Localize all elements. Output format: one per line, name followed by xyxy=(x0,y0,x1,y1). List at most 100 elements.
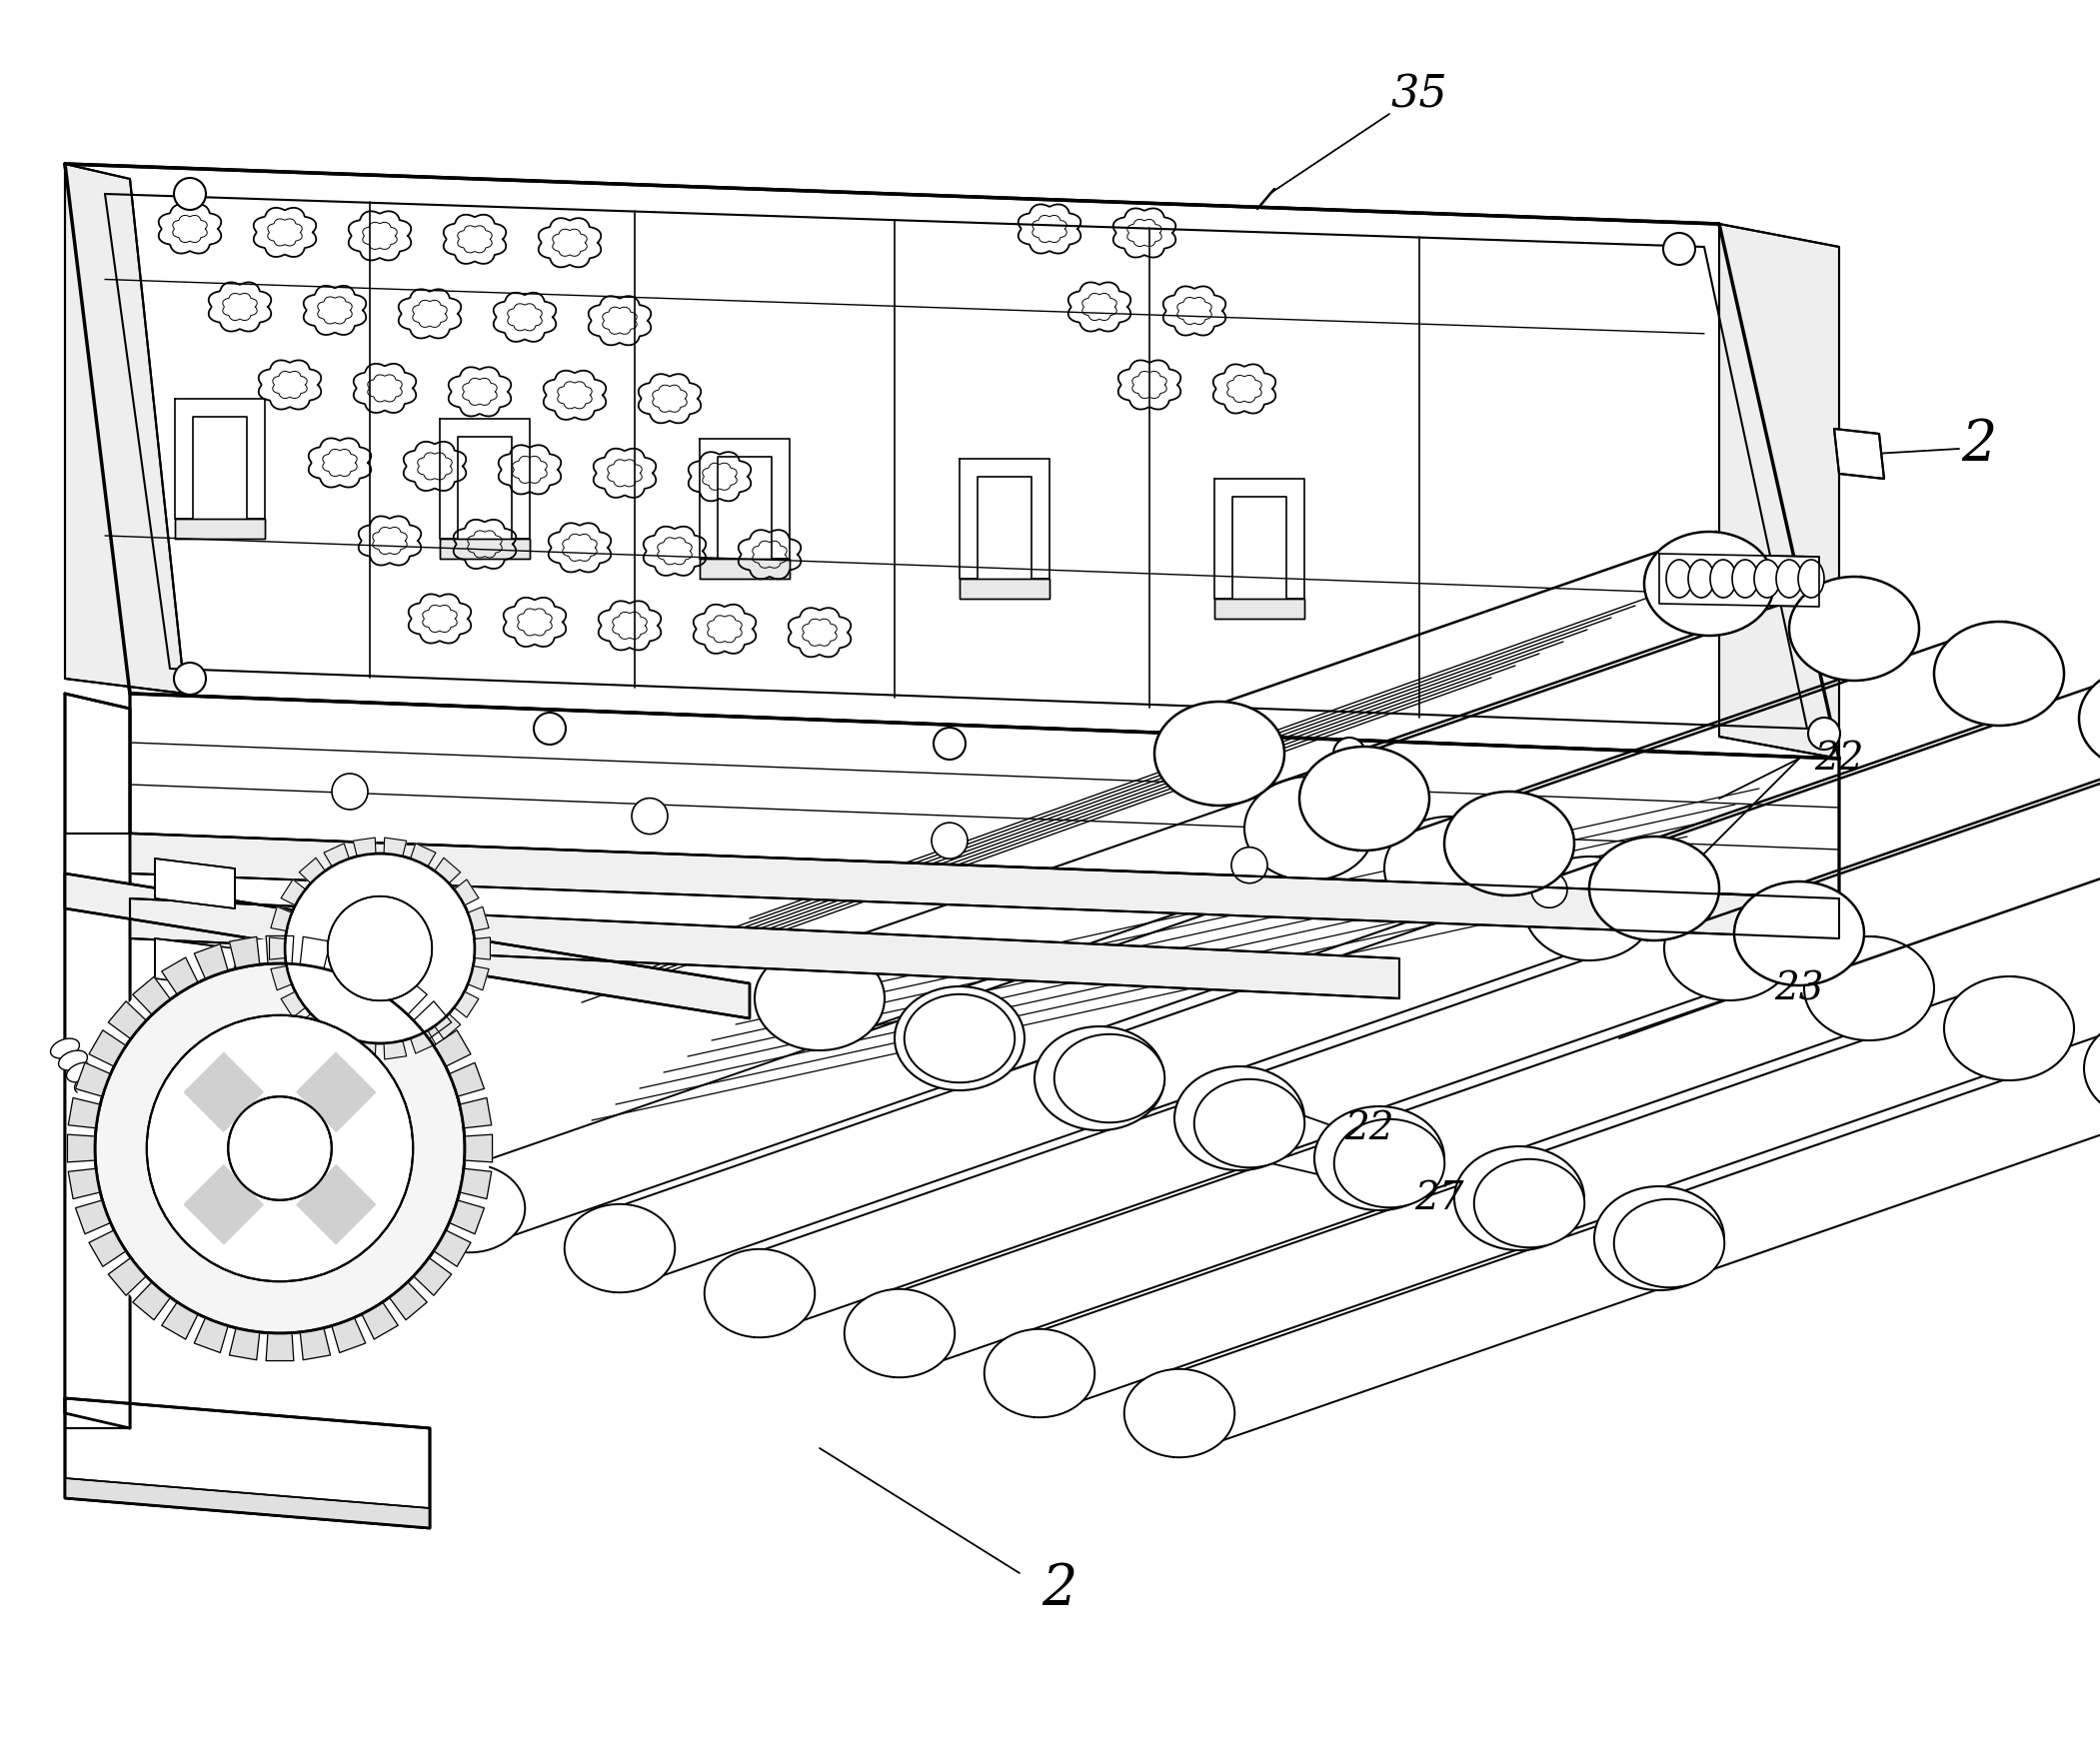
Ellipse shape xyxy=(82,1086,111,1107)
Ellipse shape xyxy=(1054,1034,1166,1123)
Polygon shape xyxy=(960,579,1050,600)
Polygon shape xyxy=(475,939,489,959)
Polygon shape xyxy=(267,1333,294,1361)
Polygon shape xyxy=(155,1018,235,1069)
Ellipse shape xyxy=(1590,838,1720,940)
Ellipse shape xyxy=(1644,532,1774,636)
Ellipse shape xyxy=(1665,560,1693,598)
Polygon shape xyxy=(65,834,130,1429)
Ellipse shape xyxy=(985,1330,1094,1418)
Polygon shape xyxy=(271,966,292,991)
Ellipse shape xyxy=(1334,1119,1445,1208)
Polygon shape xyxy=(298,1013,326,1039)
Polygon shape xyxy=(155,939,235,989)
Polygon shape xyxy=(65,874,750,1018)
Polygon shape xyxy=(162,958,197,994)
Ellipse shape xyxy=(1804,937,1934,1041)
Polygon shape xyxy=(267,937,294,965)
Ellipse shape xyxy=(67,1064,94,1083)
Polygon shape xyxy=(185,1053,262,1131)
Polygon shape xyxy=(361,958,399,994)
Polygon shape xyxy=(65,165,1840,760)
Polygon shape xyxy=(460,1170,491,1199)
Ellipse shape xyxy=(1245,777,1373,881)
Polygon shape xyxy=(76,1064,111,1097)
Ellipse shape xyxy=(704,1250,815,1338)
Polygon shape xyxy=(464,1135,491,1163)
Ellipse shape xyxy=(895,987,1025,1091)
Ellipse shape xyxy=(844,1290,956,1378)
Polygon shape xyxy=(193,944,229,980)
Polygon shape xyxy=(454,992,479,1018)
Ellipse shape xyxy=(1789,577,1919,681)
Polygon shape xyxy=(353,838,376,857)
Circle shape xyxy=(1231,848,1268,883)
Ellipse shape xyxy=(1663,897,1793,1001)
Polygon shape xyxy=(298,859,326,883)
Polygon shape xyxy=(323,1031,349,1053)
Ellipse shape xyxy=(905,994,1014,1083)
Ellipse shape xyxy=(1384,817,1514,921)
Polygon shape xyxy=(388,977,426,1015)
Circle shape xyxy=(332,773,368,810)
Polygon shape xyxy=(388,1283,426,1321)
Circle shape xyxy=(147,1015,414,1281)
Ellipse shape xyxy=(565,1204,674,1293)
Polygon shape xyxy=(229,937,260,970)
Circle shape xyxy=(1663,233,1695,266)
Ellipse shape xyxy=(2083,1017,2100,1121)
Polygon shape xyxy=(414,1001,451,1039)
Ellipse shape xyxy=(1315,1107,1445,1211)
Ellipse shape xyxy=(2079,667,2100,772)
Polygon shape xyxy=(65,693,130,1429)
Polygon shape xyxy=(67,1098,101,1128)
Ellipse shape xyxy=(1934,622,2064,726)
Circle shape xyxy=(328,897,433,1001)
Polygon shape xyxy=(296,1053,376,1131)
Polygon shape xyxy=(76,1201,111,1234)
Polygon shape xyxy=(1214,600,1304,619)
Ellipse shape xyxy=(1615,1199,1724,1288)
Polygon shape xyxy=(65,1399,430,1528)
Polygon shape xyxy=(435,1013,460,1039)
Ellipse shape xyxy=(1525,857,1655,961)
Ellipse shape xyxy=(1735,881,1865,985)
Circle shape xyxy=(69,939,489,1359)
Polygon shape xyxy=(1833,429,1884,480)
Polygon shape xyxy=(174,520,265,539)
Polygon shape xyxy=(468,966,489,991)
Ellipse shape xyxy=(1594,1187,1724,1291)
Polygon shape xyxy=(185,1166,262,1244)
Ellipse shape xyxy=(1777,560,1802,598)
Polygon shape xyxy=(109,1258,147,1297)
Polygon shape xyxy=(435,1231,470,1267)
Polygon shape xyxy=(281,879,304,905)
Ellipse shape xyxy=(1945,977,2075,1081)
Polygon shape xyxy=(109,1001,147,1039)
Polygon shape xyxy=(460,1098,491,1128)
Polygon shape xyxy=(384,1041,407,1060)
Polygon shape xyxy=(132,1283,170,1321)
Circle shape xyxy=(533,713,565,746)
Text: 23: 23 xyxy=(1774,970,1825,1008)
Polygon shape xyxy=(384,838,407,857)
Text: 2: 2 xyxy=(1961,417,1997,471)
Text: 35: 35 xyxy=(1390,73,1447,116)
Ellipse shape xyxy=(59,1051,88,1071)
Polygon shape xyxy=(88,1231,126,1267)
Polygon shape xyxy=(323,845,349,867)
Polygon shape xyxy=(130,834,1840,939)
Polygon shape xyxy=(454,879,479,905)
Polygon shape xyxy=(67,1135,94,1163)
Polygon shape xyxy=(449,1064,485,1097)
Polygon shape xyxy=(193,1317,229,1352)
Polygon shape xyxy=(300,1328,330,1361)
Polygon shape xyxy=(269,939,286,959)
Ellipse shape xyxy=(1754,560,1781,598)
Polygon shape xyxy=(410,1031,437,1053)
Ellipse shape xyxy=(1688,560,1714,598)
Polygon shape xyxy=(435,1031,470,1067)
Polygon shape xyxy=(332,1317,365,1352)
Polygon shape xyxy=(361,1302,399,1340)
Polygon shape xyxy=(130,693,1840,899)
